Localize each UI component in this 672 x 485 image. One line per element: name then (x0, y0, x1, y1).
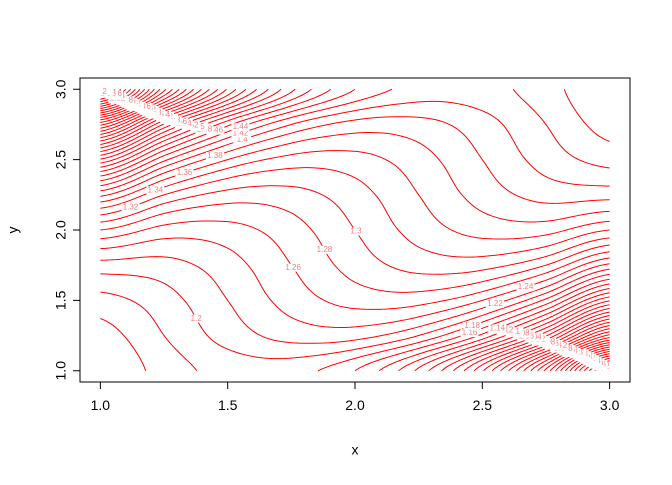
contour-line (398, 287, 610, 372)
contour-line (100, 237, 610, 329)
contour-line (100, 268, 610, 360)
contour-label: 1.16 (462, 328, 478, 337)
x-axis-label: x (352, 442, 359, 458)
contour-label: 1.46 (207, 126, 223, 135)
contour-label-bg (516, 283, 535, 292)
x-axis: 1.0 1.5 2.0 2.5 3.0 (91, 381, 620, 413)
contour-line (100, 88, 610, 187)
contour-line (100, 220, 610, 310)
contour-label-bg (121, 203, 140, 212)
contour-label-bg (175, 168, 194, 177)
contour-line (100, 116, 610, 204)
contour-label-bg (284, 263, 303, 272)
contour-line (100, 256, 610, 344)
contour-label: 1.4 (237, 135, 249, 144)
contour-label: 2 (102, 87, 107, 96)
contour-label-bg (146, 186, 165, 195)
contour-label-bg (233, 135, 252, 144)
contour-line (378, 283, 610, 372)
contour-label-bg (231, 129, 250, 138)
contour-label-bg (206, 126, 225, 135)
contour-labels: 0.60.620.640.660.680.70.720.740.760.780.… (95, 87, 615, 372)
contour-label: 1.24 (518, 282, 534, 291)
x-tick-label: 2.5 (473, 397, 493, 413)
contour-label-bg (488, 324, 507, 333)
contour-line (100, 202, 610, 293)
contour-label-bg (187, 314, 206, 323)
contour-label: 1.18 (464, 321, 480, 330)
contour-line (100, 88, 257, 156)
contour-line (100, 88, 332, 177)
x-tick-label: 2.0 (345, 397, 365, 413)
contour-label: 1.36 (177, 168, 193, 177)
contour-line (100, 100, 610, 192)
y-tick-label: 2.5 (53, 150, 69, 170)
x-tick-label: 1.5 (218, 397, 238, 413)
contour-label: 1.3 (350, 227, 362, 236)
contour-line (100, 167, 610, 258)
contour-line (100, 278, 610, 372)
contour-line (100, 88, 312, 173)
contour-label: 1.22 (487, 299, 503, 308)
y-tick-label: 3.0 (53, 79, 69, 99)
contour-label-bg (315, 245, 334, 254)
contour-label-bg (231, 123, 250, 132)
contour-label: 1.32 (123, 202, 139, 211)
contour-label: 1.34 (148, 185, 164, 194)
contour-label: 1.38 (207, 151, 223, 160)
contour-line (473, 311, 610, 372)
x-tick-label: 3.0 (600, 397, 620, 413)
contour-label: 1.44 (233, 122, 249, 131)
contour-line (100, 185, 610, 275)
contour-label-bg (486, 300, 505, 309)
contour-line (100, 150, 610, 240)
contour-label: 1.1 (509, 327, 521, 336)
contour-line (100, 273, 610, 372)
contour-label-bg (346, 227, 365, 236)
contour-label-bg (463, 321, 482, 330)
y-tick-label: 2.0 (53, 220, 69, 240)
contour-label-bg (95, 87, 114, 96)
contour-label: 1.28 (317, 245, 333, 254)
contour-label: 1.2 (191, 314, 203, 323)
contour-label: 1.26 (285, 263, 301, 272)
contour-line (100, 88, 237, 149)
y-axis-label: y (5, 227, 21, 234)
contour-label: 1.42 (233, 128, 249, 137)
contour-label-bg (205, 151, 224, 160)
contour-line (100, 131, 610, 223)
contour-line (100, 88, 610, 182)
y-tick-label: 1.0 (53, 361, 69, 381)
contour-label-bg (460, 328, 479, 337)
contour-label: 1.14 (490, 324, 506, 333)
y-tick-label: 1.5 (53, 290, 69, 310)
x-tick-label: 1.0 (91, 397, 111, 413)
y-axis: 1.0 1.5 2.0 2.5 3.0 (53, 79, 81, 381)
